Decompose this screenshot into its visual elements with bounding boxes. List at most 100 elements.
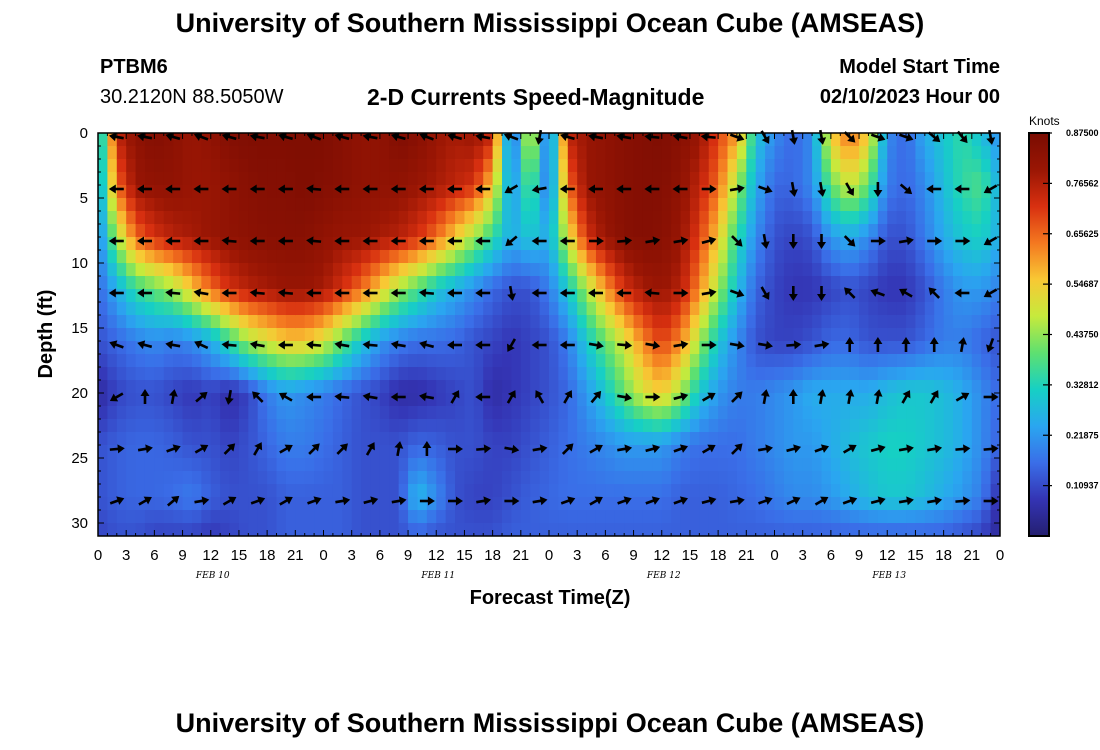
heatmap-cell: [210, 341, 221, 355]
heatmap-cell: [943, 354, 954, 368]
heatmap-cell: [821, 354, 832, 368]
heatmap-cell: [351, 458, 362, 472]
heatmap-cell: [718, 263, 729, 277]
heatmap-cell: [229, 237, 240, 251]
heatmap-cell: [445, 185, 456, 199]
heatmap-cell: [849, 445, 860, 459]
heatmap-cell: [379, 328, 390, 342]
heatmap-cell: [868, 224, 879, 238]
heatmap-cell: [840, 263, 851, 277]
heatmap-cell: [877, 276, 888, 290]
heatmap-cell: [689, 250, 700, 264]
heatmap-cell: [98, 380, 108, 394]
heatmap-cell: [802, 393, 813, 407]
heatmap-cell: [718, 159, 729, 173]
heatmap-cell: [126, 471, 137, 485]
heatmap-cell: [182, 523, 193, 536]
heatmap-cell: [567, 510, 578, 524]
heatmap-cell: [652, 315, 663, 329]
heatmap-cell: [981, 367, 992, 381]
heatmap-cell: [483, 380, 494, 394]
heatmap-cell: [887, 159, 898, 173]
heatmap-cell: [173, 432, 184, 446]
heatmap-cell: [859, 263, 870, 277]
heatmap-cell: [248, 445, 259, 459]
heatmap-cell: [727, 250, 738, 264]
heatmap-cell: [520, 250, 531, 264]
heatmap-cell: [163, 419, 174, 433]
heatmap-cell: [492, 159, 503, 173]
heatmap-cell: [699, 354, 710, 368]
heatmap-cell: [323, 211, 334, 225]
heatmap-cell: [248, 471, 259, 485]
current-arrow: [475, 236, 491, 246]
heatmap-cell: [868, 198, 879, 212]
heatmap-cell: [473, 250, 484, 264]
heatmap-cell: [398, 276, 409, 290]
heatmap-cell: [126, 497, 137, 511]
heatmap-cell: [624, 510, 635, 524]
heatmap-cell: [379, 510, 390, 524]
heatmap-cell: [577, 419, 588, 433]
heatmap-cell: [774, 445, 785, 459]
heatmap-cell: [238, 224, 249, 238]
heatmap-cell: [671, 146, 682, 160]
heatmap-cell: [708, 432, 719, 446]
heatmap-cell: [915, 172, 926, 186]
heatmap-cell: [680, 354, 691, 368]
heatmap-cell: [586, 328, 597, 342]
heatmap-cell: [248, 224, 259, 238]
heatmap-cell: [154, 341, 165, 355]
heatmap-cell: [577, 211, 588, 225]
arrow-head: [193, 236, 201, 246]
heatmap-cell: [257, 341, 268, 355]
heatmap-cell: [718, 458, 729, 472]
heatmap-cell: [840, 471, 851, 485]
arrow-head: [193, 132, 202, 141]
heatmap-cell: [671, 315, 682, 329]
current-arrow: [617, 236, 633, 246]
heatmap-cell: [727, 523, 738, 536]
heatmap-cell: [896, 133, 907, 147]
heatmap-cell: [220, 510, 231, 524]
current-arrow: [362, 392, 378, 402]
current-arrow: [365, 442, 375, 456]
heatmap-cell: [445, 367, 456, 381]
arrow-head: [483, 444, 492, 454]
heatmap-cell: [436, 211, 447, 225]
heatmap-cell: [727, 302, 738, 316]
arrow-head: [986, 344, 995, 353]
heatmap-cell: [285, 172, 296, 186]
arrow-head: [817, 242, 826, 249]
heatmap-cell: [934, 172, 945, 186]
heatmap-cell: [821, 367, 832, 381]
heatmap-cell: [567, 497, 578, 511]
heatmap-cell: [586, 419, 597, 433]
heatmap-cell: [887, 185, 898, 199]
heatmap-cell: [285, 185, 296, 199]
heatmap-cell: [370, 198, 381, 212]
heatmap-cell: [408, 198, 419, 212]
heatmap-cell: [642, 250, 653, 264]
heatmap-cell: [116, 172, 127, 186]
heatmap-cell: [257, 289, 268, 303]
heatmap-cell: [408, 354, 419, 368]
heatmap-cell: [342, 146, 353, 160]
heatmap-cell: [671, 380, 682, 394]
heatmap-cell: [173, 250, 184, 264]
heatmap-cell: [840, 341, 851, 355]
heatmap-cell: [398, 367, 409, 381]
heatmap-cell: [990, 263, 1000, 277]
heatmap-cell: [455, 146, 466, 160]
heatmap-cell: [708, 445, 719, 459]
arrow-head: [165, 184, 173, 194]
heatmap-cell: [417, 146, 428, 160]
heatmap-cell: [248, 172, 259, 186]
heatmap-cell: [605, 185, 616, 199]
heatmap-cell: [689, 185, 700, 199]
heatmap-cell: [116, 224, 127, 238]
current-arrow: [165, 236, 181, 246]
arrow-head: [734, 391, 743, 400]
heatmap-cell: [755, 354, 766, 368]
heatmap-cell: [661, 263, 672, 277]
